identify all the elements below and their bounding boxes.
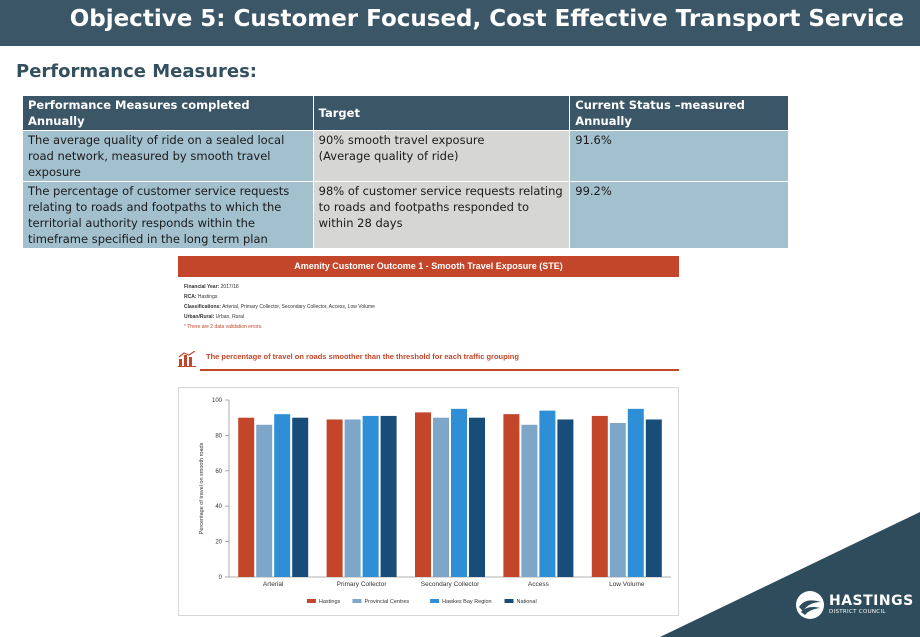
bar [609, 423, 626, 577]
y-tick-label: 80 [215, 433, 222, 439]
header-status: Current Status –measured Annually [569, 95, 789, 131]
legend-label: Hawkes Bay Region [442, 599, 492, 605]
bar [238, 417, 255, 577]
category-label: Secondary Collector [421, 581, 480, 588]
bar [503, 414, 520, 577]
measure-cell: The average quality of ride on a sealed … [22, 130, 314, 182]
hastings-logo-icon [796, 591, 824, 619]
table-row: The average quality of ride on a sealed … [22, 130, 789, 182]
table-row: The percentage of customer service reque… [22, 181, 789, 249]
panel-header: Amenity Customer Outcome 1 - Smooth Trav… [178, 256, 679, 277]
financial-year: 2017/18 [220, 284, 239, 290]
table-header-row: Performance Measures completed Annually … [22, 95, 789, 131]
legend-swatch [504, 599, 514, 603]
bar [627, 408, 644, 577]
y-axis-label: Percentage of travel on smooth roads [199, 442, 205, 534]
bar [645, 419, 662, 577]
target-cell: 98% of customer service requests relatin… [312, 181, 571, 249]
category-label: Primary Collector [337, 581, 388, 588]
category-label: Access [528, 581, 550, 588]
legend-swatch [352, 599, 362, 603]
y-tick-label: 100 [212, 398, 223, 404]
legend-label: National [517, 599, 537, 605]
ste-bar-chart: 0 20 40 60 80 100 Percentage of travel on smoo… [199, 398, 671, 605]
ste-panel: Amenity Customer Outcome 1 - Smooth Trav… [178, 256, 679, 616]
y-tick-label: 60 [215, 469, 222, 475]
target-line: 90% smooth travel exposure [318, 133, 485, 147]
section-rule [200, 369, 679, 371]
target-line: 98% of customer service requests relatin… [318, 184, 563, 230]
slide-subtitle: Performance Measures: [16, 61, 258, 82]
urban-rural-value: Urban, Rural [215, 314, 245, 320]
bar [451, 408, 467, 577]
target-line: (Average quality of ride) [318, 149, 459, 163]
performance-table: Performance Measures completed Annually … [22, 95, 789, 249]
bar [380, 415, 397, 577]
bar [344, 419, 361, 577]
header-target: Target [312, 95, 571, 131]
y-tick-label: 0 [219, 575, 223, 581]
bar [326, 419, 343, 577]
status-cell: 99.2% [569, 181, 789, 249]
chart-container: 0 20 40 60 80 100 Percentage of travel on smoo… [178, 387, 679, 616]
title-bar [0, 0, 920, 46]
bar [557, 419, 574, 577]
bar [362, 415, 379, 577]
y-tick-label: 40 [215, 504, 222, 510]
logo-subname: DISTRICT COUNCIL [829, 609, 886, 615]
corner-decoration [660, 512, 920, 637]
bar [415, 412, 431, 577]
legend-label: Hastings [319, 599, 341, 605]
header-measure: Performance Measures completed Annually [22, 95, 314, 131]
section-title: The percentage of travel on roads smooth… [206, 352, 519, 361]
bar [274, 414, 291, 577]
panel-meta: Financial Year: 2017/18 RCA: Hastings Cl… [184, 284, 375, 330]
bar [256, 424, 273, 577]
status-cell: 91.6% [569, 130, 789, 182]
bar [539, 410, 556, 577]
target-cell: 90% smooth travel exposure (Average quali… [312, 130, 571, 182]
logo-name: HASTINGS [829, 593, 914, 609]
legend-label: Provincial Centres [365, 599, 410, 605]
bar [433, 417, 449, 577]
bar [591, 415, 608, 577]
category-label: Arterial [263, 581, 284, 588]
legend-swatch [306, 599, 316, 603]
validation-warning: * There are 2 data validation errors. [184, 324, 263, 330]
legend-swatch [430, 599, 440, 603]
bar [521, 424, 538, 577]
slide-title: Objective 5: Customer Focused, Cost Effe… [69, 6, 904, 32]
measure-cell: The percentage of customer service reque… [22, 181, 314, 249]
bar-chart-icon [178, 351, 196, 367]
bar [292, 417, 309, 577]
y-tick-label: 20 [215, 540, 222, 546]
bar [469, 417, 485, 577]
category-label: Low Volume [609, 581, 645, 588]
rca-value: Hastings [197, 294, 218, 300]
classifications-value: Arterial, Primary Collector, Secondary C… [222, 304, 375, 310]
